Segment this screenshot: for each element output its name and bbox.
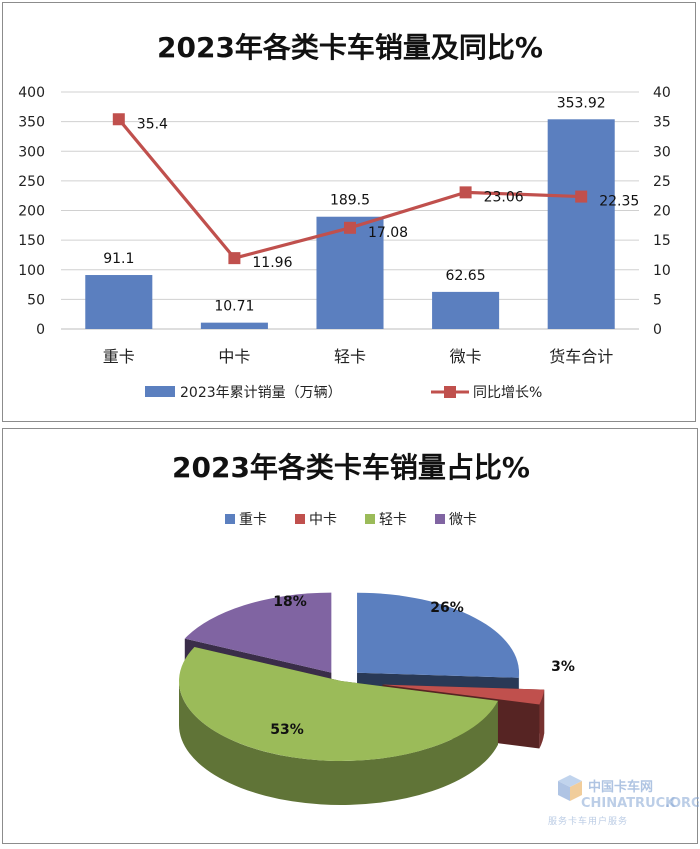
legend-bar-label: 2023年累计销量（万辆） [180, 385, 342, 401]
bar-data-label: 10.71 [214, 299, 254, 315]
pie-percent-label: 26% [430, 600, 464, 616]
category-tick-label: 重卡 [103, 347, 135, 366]
category-tick-label: 微卡 [450, 347, 482, 366]
bar [548, 119, 615, 329]
pie-legend-swatch [295, 514, 305, 524]
combo-chart: 2023年各类卡车销量及同比% 050100150200250300350400… [3, 3, 697, 423]
watermark-suffix: .ORG [665, 796, 699, 811]
right-axis-tick-label: 5 [653, 292, 662, 308]
watermark-cube-icon [558, 775, 582, 801]
left-axis-tick-label: 0 [36, 322, 45, 338]
pie-legend-label: 微卡 [449, 512, 477, 528]
pie-percent-label: 53% [270, 722, 304, 738]
watermark-logo: 中国卡车网 CHINATRUCK .ORG 服务卡车用户服务 [548, 775, 699, 827]
bar-data-label: 91.1 [103, 251, 134, 267]
line-point [113, 113, 125, 125]
bar [432, 292, 499, 329]
watermark-name: 中国卡车网 [588, 779, 653, 795]
pie-legend-label: 中卡 [309, 512, 337, 528]
pie-chart-title: 2023年各类卡车销量占比% [172, 451, 530, 484]
pie-percent-label: 3% [551, 659, 575, 675]
left-axis-tick-label: 100 [18, 263, 45, 279]
pie-slices [179, 593, 544, 805]
right-axis-tick-label: 10 [653, 263, 671, 279]
legend-line-label: 同比增长% [473, 385, 542, 401]
right-axis-tick-label: 0 [653, 322, 662, 338]
left-axis-tick-label: 150 [18, 233, 45, 249]
watermark-slogan: 服务卡车用户服务 [548, 815, 628, 827]
right-axis-tick-label: 25 [653, 174, 671, 190]
line-point [460, 186, 472, 198]
pie-chart: 2023年各类卡车销量占比% 重卡 中卡 轻卡 微卡 26% 3% 53% 18% 中国卡车… [3, 429, 699, 845]
right-axis-tick-label: 15 [653, 233, 671, 249]
pie-percent-label: 18% [273, 594, 307, 610]
left-axis-tick-label: 400 [18, 85, 45, 101]
pie-legend-swatch [225, 514, 235, 524]
category-tick-label: 中卡 [218, 347, 250, 366]
bar-data-label: 353.92 [557, 95, 606, 111]
line-data-label: 11.96 [252, 255, 292, 271]
bar-data-label: 62.65 [446, 268, 486, 284]
left-axis-tick-label: 200 [18, 204, 45, 220]
legend-line-marker [444, 386, 456, 398]
legend-bar-swatch [145, 386, 175, 397]
combo-chart-title: 2023年各类卡车销量及同比% [157, 31, 543, 64]
line-point [575, 191, 587, 203]
bar [201, 323, 268, 329]
left-axis-tick-label: 250 [18, 174, 45, 190]
left-axis-tick-label: 50 [27, 292, 45, 308]
right-axis-tick-label: 40 [653, 85, 671, 101]
category-tick-label: 轻卡 [334, 347, 366, 366]
line-data-label: 35.4 [137, 116, 168, 132]
left-axis-tick-label: 350 [18, 115, 45, 131]
right-axis-tick-label: 20 [653, 204, 671, 220]
right-axis-tick-label: 35 [653, 115, 671, 131]
pie-legend: 重卡 中卡 轻卡 微卡 [225, 512, 477, 528]
pie-legend-label: 重卡 [239, 512, 267, 528]
line-data-label: 17.08 [368, 225, 408, 241]
line-point [344, 222, 356, 234]
pie-chart-panel: 2023年各类卡车销量占比% 重卡 中卡 轻卡 微卡 26% 3% 53% 18% 中国卡车… [2, 428, 698, 844]
line-data-label: 22.35 [599, 194, 639, 210]
right-axis-tick-label: 30 [653, 144, 671, 160]
left-axis-tick-label: 300 [18, 144, 45, 160]
bar-data-label: 189.5 [330, 193, 370, 209]
bar [85, 275, 152, 329]
line-point [228, 252, 240, 264]
line-data-label: 23.06 [484, 189, 524, 205]
pie-legend-swatch [365, 514, 375, 524]
pie-legend-label: 轻卡 [379, 512, 407, 528]
watermark-latin: CHINATRUCK [581, 796, 676, 811]
category-tick-label: 货车合计 [549, 347, 613, 366]
pie-legend-swatch [435, 514, 445, 524]
combo-legend: 2023年累计销量（万辆） 同比增长% [145, 385, 542, 401]
